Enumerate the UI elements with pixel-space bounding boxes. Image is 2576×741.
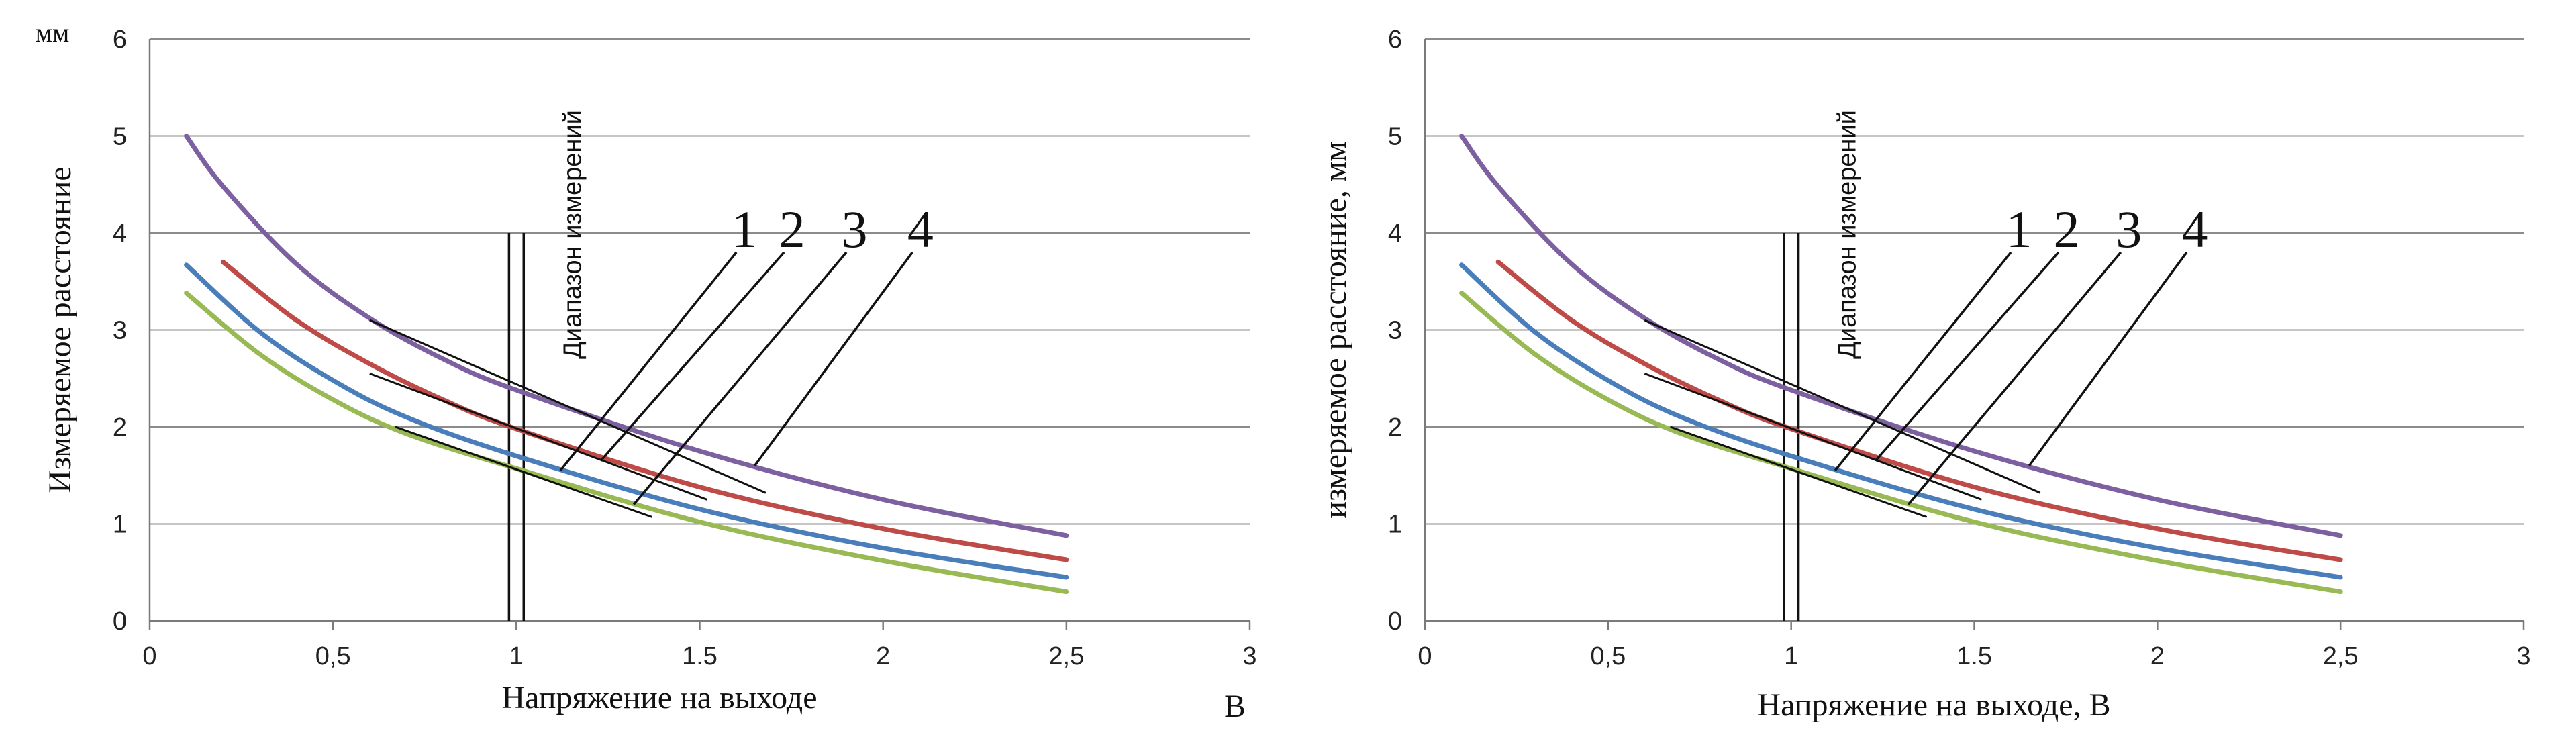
x-tick-label: 3 — [1242, 642, 1256, 671]
callout-leader — [1874, 251, 2060, 462]
callout-leader — [599, 251, 785, 462]
callout-label: 2 — [2054, 200, 2080, 258]
callout-label: 3 — [2116, 200, 2142, 258]
tangent-line — [369, 319, 766, 494]
x-tick-label: 1.5 — [682, 642, 717, 671]
tangent-line — [1644, 319, 2041, 494]
callout-leader — [632, 251, 848, 505]
x-axis-unit: В — [1224, 689, 1246, 724]
callout-label: 4 — [2181, 200, 2208, 258]
y-tick-label: 0 — [1388, 607, 1402, 636]
y-tick-label: 4 — [113, 219, 127, 248]
series-line-1 — [1459, 262, 2343, 580]
y-tick-label: 3 — [1388, 317, 1402, 345]
callout-leader — [559, 251, 738, 472]
y-tick-label: 0 — [113, 607, 127, 636]
x-tick-label: 0,5 — [315, 642, 351, 671]
x-tick-label: 0 — [1418, 642, 1432, 671]
y-axis-unit: мм — [36, 17, 70, 48]
range-label: Диапазон измерений — [1834, 110, 1862, 359]
series-line-3 — [184, 291, 1069, 595]
callout-leader — [2028, 251, 2188, 466]
y-tick-label: 1 — [1388, 511, 1402, 539]
callout-leader — [754, 251, 913, 466]
tangent-line — [1644, 373, 1982, 501]
x-tick-label: 3 — [2516, 642, 2530, 671]
x-tick-label: 2,5 — [2323, 642, 2359, 671]
y-axis-title: Измеряемое расстояние — [42, 166, 78, 493]
x-axis-title: Напряжение на выходе, В — [1757, 687, 2110, 723]
x-axis-title: Напряжение на выходе — [501, 680, 817, 715]
x-tick-label: 1 — [1784, 642, 1798, 671]
y-tick-label: 1 — [113, 511, 127, 539]
x-tick-label: 2 — [2150, 642, 2165, 671]
callout-leader — [1834, 251, 2012, 472]
y-tick-label: 2 — [113, 413, 127, 442]
tangent-line — [369, 373, 707, 501]
y-tick-label: 5 — [1388, 123, 1402, 151]
series-line-3 — [1459, 291, 2343, 595]
x-tick-label: 1.5 — [1956, 642, 1992, 671]
range-label: Диапазон измерений — [558, 110, 587, 359]
x-tick-label: 2 — [876, 642, 890, 671]
y-tick-label: 6 — [113, 26, 127, 54]
callout-label: 4 — [907, 200, 934, 258]
callout-label: 2 — [779, 200, 805, 258]
y-axis-title: измеряемое расстояние, мм — [1318, 141, 1353, 518]
y-tick-label: 6 — [1388, 26, 1402, 54]
callout-label: 1 — [732, 200, 758, 258]
x-tick-label: 0 — [142, 642, 156, 671]
series-line-1 — [184, 262, 1069, 580]
x-tick-label: 2,5 — [1048, 642, 1084, 671]
series-line-4 — [1459, 134, 2343, 538]
x-tick-label: 0,5 — [1590, 642, 1626, 671]
series-line-4 — [184, 134, 1069, 538]
tangent-line — [395, 426, 652, 518]
x-tick-label: 1 — [509, 642, 524, 671]
y-tick-label: 4 — [1388, 219, 1402, 248]
y-tick-label: 3 — [113, 317, 127, 345]
y-tick-label: 5 — [113, 123, 127, 151]
callout-leader — [1907, 251, 2122, 505]
y-tick-label: 2 — [1388, 413, 1402, 442]
callout-label: 3 — [842, 200, 868, 258]
tangent-line — [1670, 426, 1928, 518]
callout-label: 1 — [2006, 200, 2032, 258]
